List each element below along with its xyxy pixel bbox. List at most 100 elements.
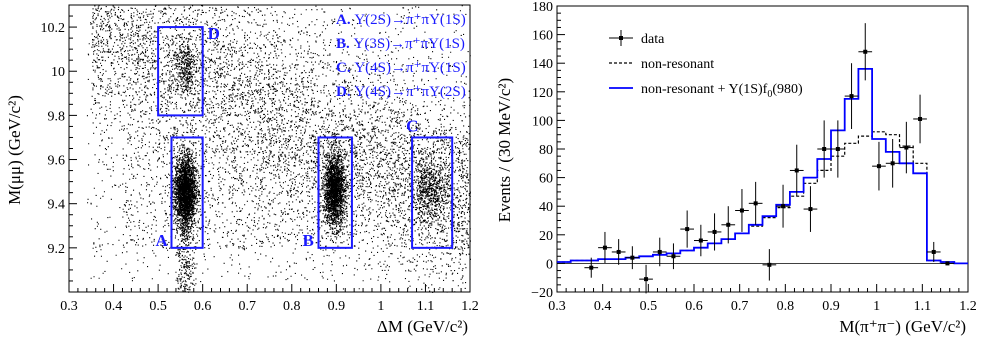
left-x-tick-label: 1.2: [461, 299, 479, 314]
right-y-tick-label: 0: [546, 257, 553, 272]
data-point: [899, 121, 914, 174]
annotation-c: C. Υ(4S)→π⁺πΥ(1S): [336, 60, 466, 76]
annotation-b-text: Υ(3S)→π⁺πΥ(1S): [354, 36, 465, 52]
right-x-tick-label: 1: [873, 299, 880, 314]
data-point: [680, 210, 694, 248]
left-x-tick-label: 0.7: [238, 299, 256, 314]
right-y-tick-label: −20: [531, 286, 553, 301]
data-point: [844, 63, 859, 129]
selection-box-d: [157, 26, 204, 117]
annotation-a-text: Υ(2S)→π⁺πΥ(1S): [354, 12, 465, 28]
annotation-c-text: Υ(4S)→π⁺πΥ(1S): [354, 60, 465, 76]
right-y-tick-label: 80: [539, 143, 553, 158]
annotation-a: A. Υ(2S)→π⁺πΥ(1S): [336, 12, 466, 28]
right-x-axis-label: M(π⁺π⁻) (GeV/c²): [839, 317, 966, 336]
right-x-tick-label: 0.9: [822, 299, 840, 314]
data-point: [652, 237, 667, 267]
box-label-c: C: [406, 116, 418, 135]
box-label-b: B: [303, 231, 314, 250]
data-point: [817, 120, 831, 178]
right-y-tick-label: 120: [532, 86, 553, 101]
right-x-tick-label: 0.3: [548, 299, 566, 314]
right-y-ticks: −20 0 20 40 60 80 100 120 140 160 180: [531, 0, 565, 301]
right-x-tick-label: 0.5: [640, 299, 658, 314]
selection-box-a: [170, 136, 204, 249]
right-x-tick-label: 1.2: [959, 299, 977, 314]
data-point: [762, 249, 777, 281]
data-point: [776, 184, 790, 228]
left-x-tick-label: 0.5: [149, 299, 167, 314]
scatter-points: [86, 5, 472, 293]
data-point: [611, 239, 626, 265]
legend: data non-resonant non-resonant + Y(1S)f0…: [609, 30, 803, 100]
right-y-axis-label: Events / (30 MeV/c²): [495, 78, 514, 222]
annotation-b-tag: B.: [336, 36, 350, 52]
left-y-ticks: 9.2 9.4 9.6 9.8 10 10.2: [41, 4, 77, 293]
data-point: [940, 261, 955, 266]
data-point: [926, 241, 941, 262]
right-y-tick-label: 40: [539, 200, 553, 215]
legend-nonresonant-label: non-resonant: [641, 57, 714, 72]
right-y-tick-label: 140: [532, 57, 553, 72]
left-x-tick-label: 0.8: [283, 299, 301, 314]
left-y-tick-label: 9.6: [48, 154, 66, 169]
fit-curve: [557, 68, 968, 265]
data-point: [598, 231, 612, 264]
data-point: [707, 213, 722, 251]
left-x-tick-label: 0.3: [60, 299, 78, 314]
right-y-tick-label: 100: [532, 114, 553, 129]
data-point: [584, 257, 599, 278]
left-scatter-panel: A B C D 0.3 0.4 0.5 0.6 0.7 0.8 0.9 1 1.1 1.2 9.2 9.4…: [5, 4, 479, 336]
box-label-a: A: [155, 231, 168, 250]
selection-boxes: A B C D: [155, 24, 454, 250]
box-label-d: D: [208, 24, 220, 43]
histogram-curves: [557, 68, 968, 265]
right-y-tick-label: 160: [532, 29, 553, 44]
legend-fit-label-tail: (980): [772, 82, 803, 97]
legend-fit-label-sub: 0: [767, 89, 772, 100]
data-point: [913, 94, 927, 144]
left-y-tick-label: 10.2: [41, 21, 66, 36]
right-x-tick-label: 0.7: [731, 299, 749, 314]
decay-annotation-list: A. Υ(2S)→π⁺πΥ(1S) B. Υ(3S)→π⁺πΥ(1S) C. Υ…: [336, 12, 466, 100]
data-point: [625, 246, 640, 270]
left-x-tick-label: 0.4: [105, 299, 123, 314]
legend-fit-label: non-resonant + Y(1S)f0(980): [641, 82, 803, 100]
data-point: [803, 186, 818, 232]
left-y-tick-label: 10: [51, 65, 65, 80]
left-x-tick-label: 0.6: [194, 299, 212, 314]
right-y-tick-label: 180: [532, 0, 553, 15]
data-point: [789, 144, 804, 197]
legend-fit-label-main: non-resonant + Y(1S)f: [641, 82, 768, 97]
data-point: [748, 181, 763, 225]
right-y-tick-label: 60: [539, 172, 553, 187]
annotation-d: D. Υ(4S)→π⁺πΥ(2S): [336, 84, 466, 100]
legend-data-label: data: [641, 32, 665, 47]
right-x-ticks: 0.3 0.4 0.5 0.6 0.7 0.8 0.9 1 1.1 1.2: [548, 284, 977, 314]
right-x-tick-label: 0.8: [777, 299, 795, 314]
right-histogram-panel: 0.3 0.4 0.5 0.6 0.7 0.8 0.9 1 1.1 1.2 −20 0 20 40 60 8…: [495, 0, 977, 336]
left-x-tick-label: 1.1: [417, 299, 435, 314]
data-point: [885, 138, 900, 188]
data-points: [584, 23, 955, 294]
right-x-tick-label: 0.4: [594, 299, 612, 314]
left-x-tick-label: 0.9: [328, 299, 346, 314]
data-point: [694, 224, 708, 257]
right-x-tick-label: 1.1: [914, 299, 932, 314]
data-point: [831, 120, 845, 178]
left-y-tick-label: 9.8: [48, 109, 66, 124]
data-point: [872, 141, 886, 191]
data-point: [639, 264, 653, 294]
data-point: [858, 23, 873, 81]
selection-box-b: [317, 136, 353, 249]
right-x-tick-label: 0.6: [685, 299, 703, 314]
annotation-d-tag: D.: [336, 84, 351, 100]
left-y-axis-label: M(μμ) (GeV/c²): [5, 95, 24, 205]
data-point: [735, 189, 749, 232]
annotation-b: B. Υ(3S)→π⁺πΥ(1S): [336, 36, 465, 52]
left-y-tick-label: 9.2: [48, 242, 66, 257]
annotation-d-text: Υ(4S)→π⁺πΥ(2S): [354, 84, 465, 100]
right-y-tick-label: 20: [539, 229, 553, 244]
